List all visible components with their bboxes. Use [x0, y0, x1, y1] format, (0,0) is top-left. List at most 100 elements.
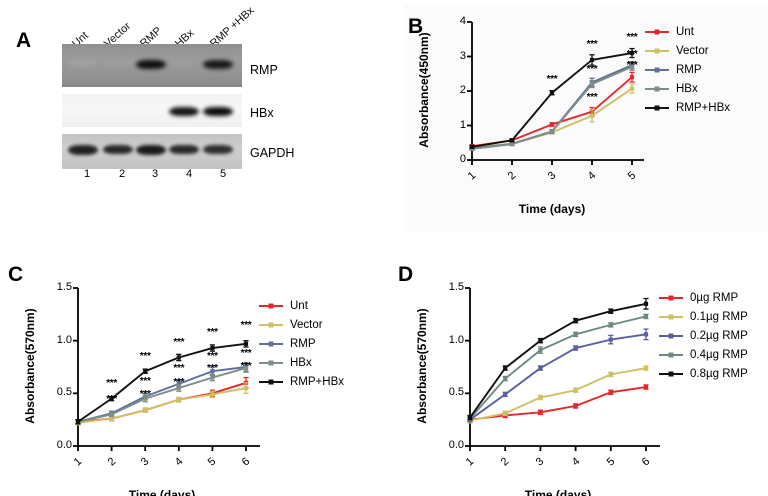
blot-band	[136, 60, 166, 69]
data-point	[608, 372, 613, 377]
legend-item[interactable]: HBx	[258, 353, 344, 372]
blot-film-gapdh	[62, 134, 242, 169]
data-point	[176, 355, 181, 360]
blot-band	[203, 107, 233, 116]
data-point	[538, 365, 543, 371]
panel-b: B 0 1 2 3 4 1 2 3 4 5 Absorbance(450nm) Time (days) *…	[404, 4, 768, 232]
blot-lane-number: 1	[83, 168, 91, 180]
data-point	[503, 376, 508, 381]
blot-film-hbx	[62, 94, 242, 127]
x-axis-title: Time (days)	[524, 488, 592, 496]
legend-item[interactable]: 0.4µg RMP	[658, 345, 748, 364]
data-point	[589, 113, 595, 118]
y-tick-label: 1.5	[56, 281, 72, 293]
panel-d: D 0.0 0.5 1.0 1.5 1 2 3 4 5 6 Absorbance(570nm) Time…	[384, 252, 768, 496]
legend-swatch-icon	[644, 83, 670, 95]
panel-c-legend: Unt Vector RMP HBx RMP+HBx	[258, 296, 344, 391]
blot-band	[103, 145, 133, 155]
significance-marker: ***	[546, 73, 558, 85]
panel-d-legend: 0µg RMP 0.1µg RMP 0.2µg RMP 0.4µg RMP 0.8µg …	[658, 288, 748, 383]
legend-item[interactable]: HBx	[644, 79, 730, 98]
data-point	[109, 396, 114, 401]
significance-marker: ***	[240, 361, 252, 373]
significance-marker: ***	[626, 59, 638, 71]
panel-b-legend: Unt Vector RMP HBx RMP+HBx	[644, 22, 730, 117]
legend-item[interactable]: RMP	[644, 60, 730, 79]
significance-marker: ***	[139, 375, 151, 387]
blot-band	[169, 145, 199, 155]
blot-band	[103, 60, 133, 67]
legend-item[interactable]: 0.8µg RMP	[658, 364, 748, 383]
legend-swatch-icon	[658, 292, 684, 304]
blot-row-hbx	[62, 94, 242, 127]
significance-marker: ***	[139, 350, 151, 362]
data-point	[467, 415, 473, 420]
data-point	[143, 396, 148, 401]
data-point	[210, 369, 215, 374]
y-tick-label: 0.0	[56, 439, 72, 451]
legend-item[interactable]: Unt	[258, 296, 344, 315]
legend-item[interactable]: RMP+HBx	[258, 372, 344, 391]
significance-marker: ***	[240, 348, 252, 360]
series-line	[469, 315, 647, 420]
panel-c-plot	[73, 287, 260, 451]
data-point	[643, 365, 649, 371]
legend-swatch-icon	[258, 300, 284, 312]
blot-film-rmp	[62, 44, 242, 87]
panel-c-letter: C	[8, 263, 24, 286]
legend-swatch-icon	[258, 376, 284, 388]
blot-lane-number: 2	[118, 168, 126, 180]
significance-marker: ***	[626, 31, 638, 43]
legend-item[interactable]: 0.2µg RMP	[658, 326, 748, 345]
blot-row-rmp	[62, 44, 242, 87]
legend-item[interactable]: 0.1µg RMP	[658, 307, 748, 326]
data-point	[503, 365, 508, 371]
legend-label: RMP+HBx	[290, 375, 344, 388]
legend-item[interactable]: Unt	[644, 22, 730, 41]
blot-target-name: HBx	[250, 106, 274, 120]
blot-lane-number: 4	[185, 168, 193, 180]
legend-label: HBx	[290, 356, 312, 369]
panel-d-plot	[465, 287, 660, 451]
data-point	[143, 408, 148, 413]
legend-label: 0.8µg RMP	[690, 367, 748, 380]
legend-label: Vector	[290, 318, 323, 331]
y-tick-label: 0.5	[448, 386, 464, 399]
y-axis-title: Absorbance(450nm)	[417, 32, 431, 148]
significance-marker: ***	[586, 91, 598, 103]
significance-marker: ***	[240, 319, 252, 331]
blot-target-name: GAPDH	[250, 146, 295, 160]
legend-item[interactable]: Vector	[258, 315, 344, 334]
data-point	[629, 64, 635, 69]
y-tick-label: 2	[459, 84, 466, 96]
legend-label: Unt	[290, 299, 308, 312]
legend-label: 0.4µg RMP	[690, 348, 748, 361]
significance-marker: ***	[139, 389, 151, 401]
blot-band	[169, 107, 199, 116]
legend-item[interactable]: 0µg RMP	[658, 288, 748, 307]
legend-swatch-icon	[258, 319, 284, 331]
panel-a-letter: A	[16, 29, 32, 52]
legend-swatch-icon	[658, 349, 684, 361]
data-point	[538, 410, 543, 415]
data-point	[549, 129, 555, 134]
x-axis-title: Time (days)	[518, 202, 586, 216]
legend-label: RMP	[290, 337, 316, 350]
legend-item[interactable]: RMP	[258, 334, 344, 353]
significance-marker: ***	[173, 336, 185, 348]
legend-item[interactable]: Vector	[644, 41, 730, 60]
legend-item[interactable]: RMP+HBx	[644, 98, 730, 117]
data-point	[503, 392, 508, 397]
panel-d-letter: D	[398, 263, 414, 286]
x-axis-title: Time (days)	[128, 488, 196, 496]
data-point	[243, 385, 249, 391]
data-point	[538, 338, 543, 343]
data-point	[589, 82, 595, 87]
legend-label: 0.2µg RMP	[690, 329, 748, 342]
series-line	[469, 302, 647, 419]
significance-marker: ***	[173, 363, 185, 375]
data-point	[573, 345, 578, 351]
significance-marker: ***	[106, 393, 117, 405]
